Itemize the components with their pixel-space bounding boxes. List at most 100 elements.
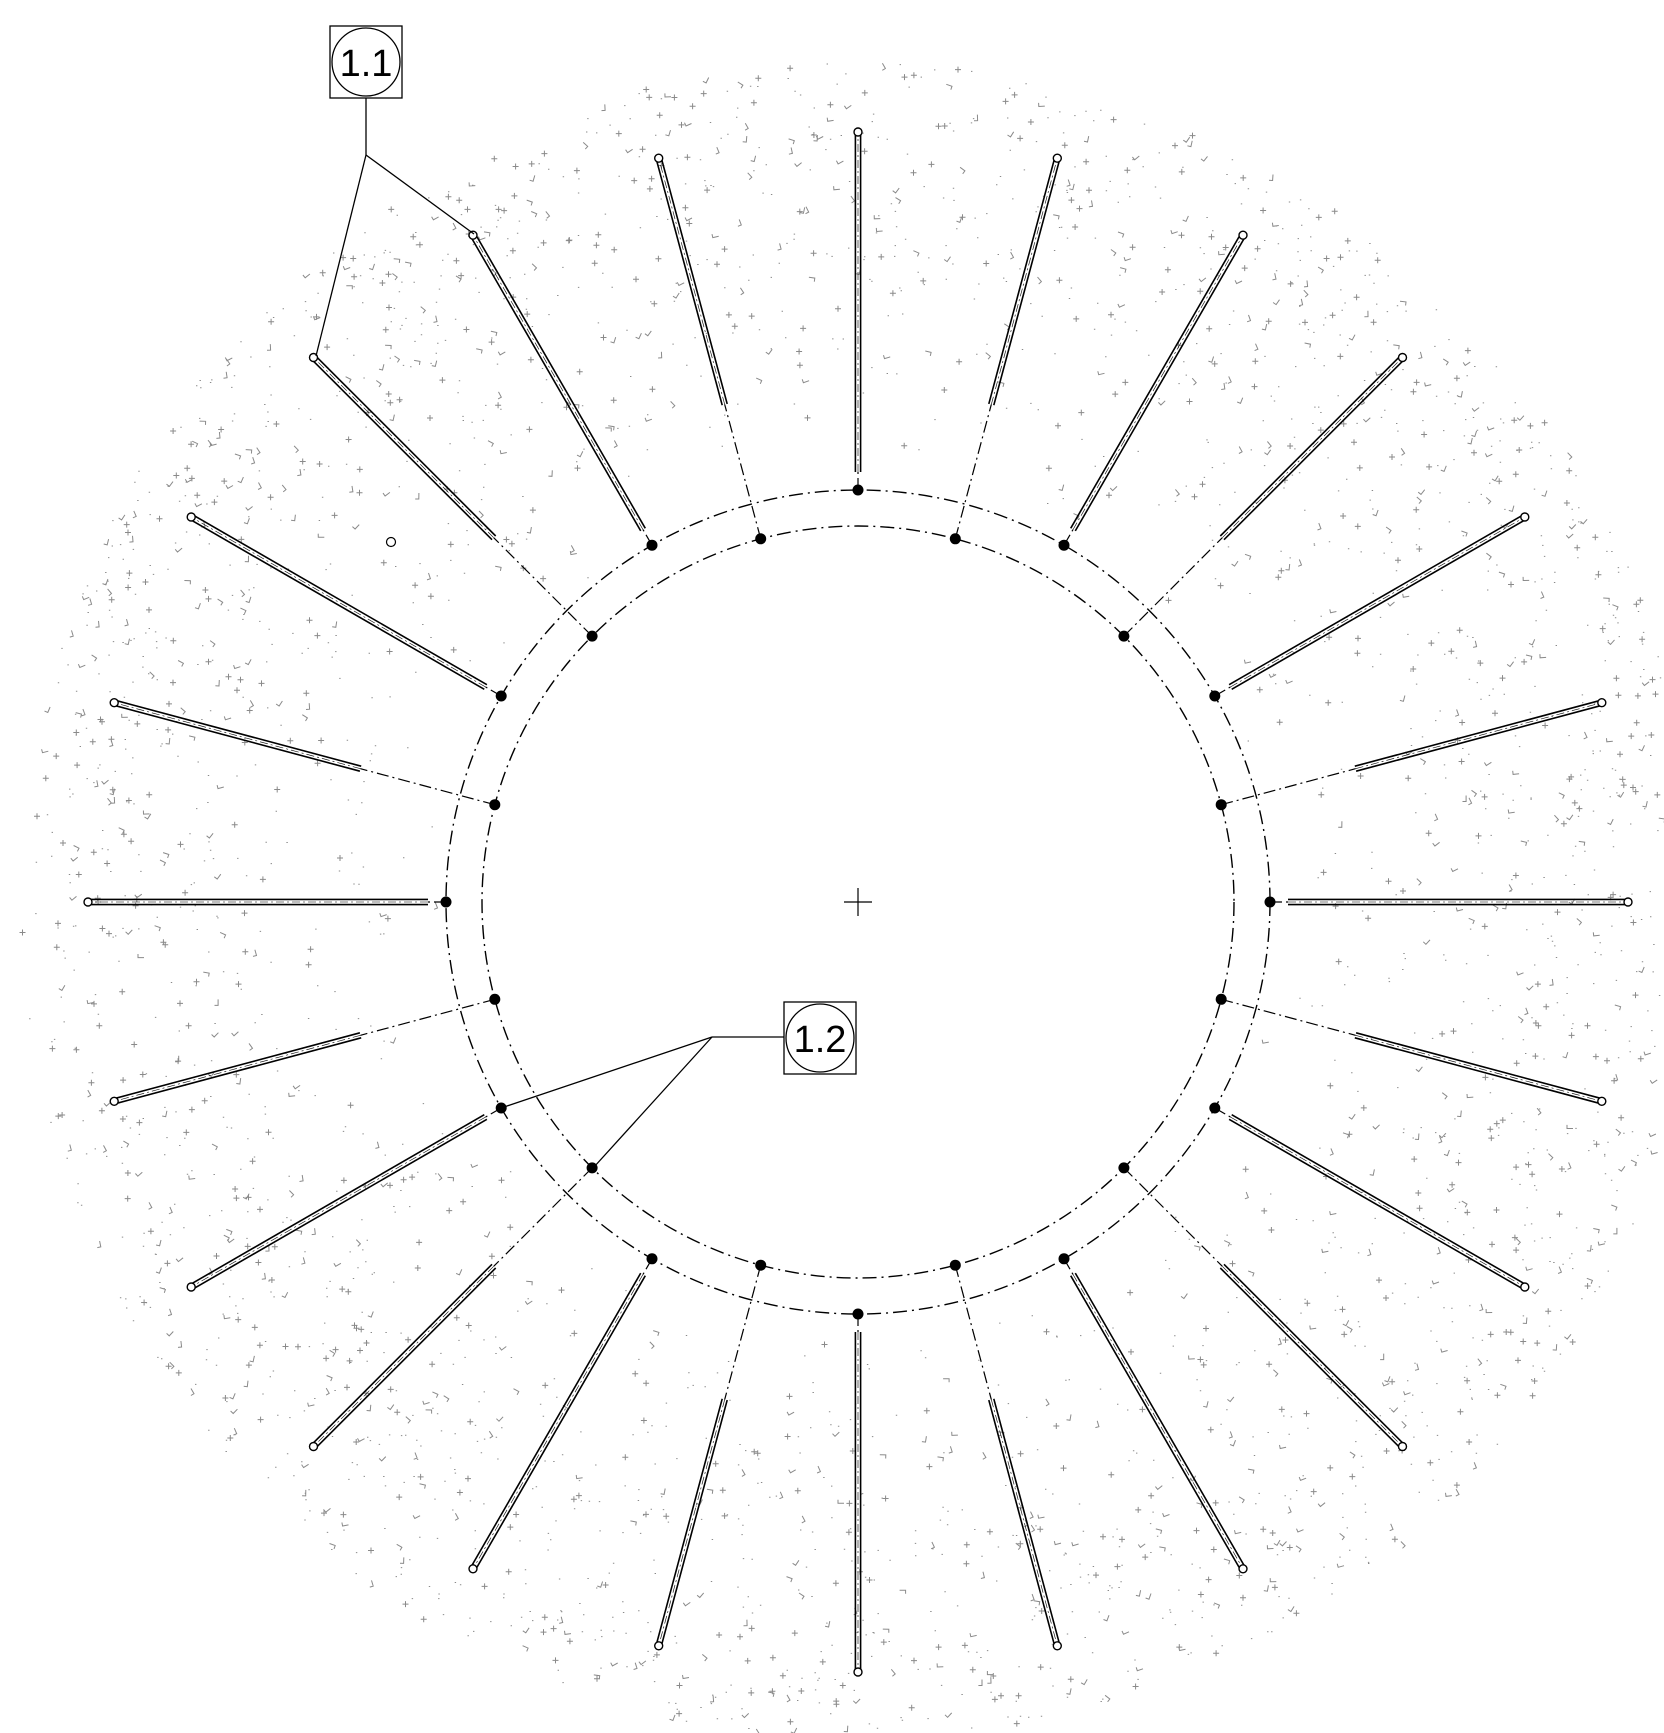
rod-end-cap bbox=[1238, 1564, 1248, 1574]
rod-edge bbox=[1231, 518, 1527, 690]
rod-edge bbox=[114, 699, 362, 767]
ring-node-dot[interactable] bbox=[1118, 630, 1130, 642]
ring-node-dot[interactable] bbox=[1264, 896, 1276, 908]
ring-node-dot[interactable] bbox=[852, 484, 864, 496]
rod-edge bbox=[474, 1275, 646, 1571]
ring-node-dot[interactable] bbox=[949, 533, 961, 545]
spoke-centerline bbox=[360, 998, 495, 1036]
spoke bbox=[109, 998, 495, 1107]
rod-edge bbox=[189, 518, 485, 690]
rod-edge bbox=[655, 1398, 723, 1646]
rod-edge bbox=[660, 157, 728, 405]
callout-1-2-leader-branch-a bbox=[503, 1036, 713, 1108]
rod-edge bbox=[311, 358, 493, 541]
center-cross-mark bbox=[844, 888, 872, 916]
callout-1-1[interactable]: 1.1 bbox=[315, 25, 475, 357]
ring-node-dot[interactable] bbox=[1058, 539, 1070, 551]
rod-centerline bbox=[313, 357, 495, 539]
rod-edge bbox=[189, 1114, 485, 1286]
ring-node-dot[interactable] bbox=[852, 1308, 864, 1320]
ring-node-dot[interactable] bbox=[755, 533, 767, 545]
spoke bbox=[186, 1107, 502, 1292]
rod-edge bbox=[192, 514, 488, 686]
rod-end-cap bbox=[1623, 897, 1633, 907]
callout-1-1-circle bbox=[331, 27, 401, 97]
spoke bbox=[954, 1265, 1063, 1651]
ring-node-dot[interactable] bbox=[1058, 1253, 1070, 1265]
ring-node-dot[interactable] bbox=[646, 1253, 658, 1265]
ring-node-dot[interactable] bbox=[949, 1259, 961, 1271]
spoke bbox=[1063, 1258, 1248, 1574]
ring-node-dot[interactable] bbox=[440, 896, 452, 908]
rod-edge bbox=[655, 158, 723, 406]
ring-node-dot[interactable] bbox=[1209, 690, 1221, 702]
callout-1-1-leader-branch-b bbox=[365, 154, 475, 235]
callout-1-2-leader-branch-b bbox=[593, 1036, 713, 1168]
rod-centerline bbox=[191, 1116, 486, 1288]
spoke bbox=[853, 1314, 863, 1677]
rod-centerline bbox=[472, 1274, 644, 1569]
rod-edge bbox=[1355, 704, 1603, 772]
ring-node-dot[interactable] bbox=[1215, 799, 1227, 811]
spoke bbox=[654, 1265, 762, 1651]
rod-edge bbox=[660, 1399, 728, 1647]
rod-edge bbox=[988, 1399, 1056, 1647]
rod-end-cap bbox=[1052, 153, 1063, 163]
rod-edge bbox=[311, 1263, 493, 1446]
rod-centerline bbox=[1230, 516, 1525, 688]
rod-edge bbox=[192, 1118, 488, 1290]
rod-edge bbox=[1074, 236, 1246, 532]
ring-node-dot[interactable] bbox=[1215, 993, 1227, 1005]
hatch-marks bbox=[19, 63, 1664, 1733]
ring-node-dot[interactable] bbox=[755, 1259, 767, 1271]
ring-node-dot[interactable] bbox=[495, 1102, 507, 1114]
spoke bbox=[954, 153, 1063, 539]
spoke-centerline bbox=[724, 404, 762, 539]
spoke bbox=[109, 698, 495, 806]
spoke bbox=[83, 897, 446, 907]
rod-end-cap bbox=[654, 153, 664, 163]
rod-edge bbox=[1223, 358, 1405, 541]
spoke bbox=[1214, 1107, 1530, 1292]
rod-edge bbox=[988, 157, 1056, 405]
spoke bbox=[1270, 897, 1633, 907]
rod-centerline bbox=[991, 158, 1058, 405]
spoke bbox=[308, 352, 593, 637]
rod-edge bbox=[993, 1398, 1061, 1646]
ring-node-dot[interactable] bbox=[586, 630, 598, 642]
spoke bbox=[468, 230, 653, 546]
rod-end-cap bbox=[1238, 230, 1248, 240]
ring-node-dot[interactable] bbox=[646, 539, 658, 551]
ground-hatch-band bbox=[19, 63, 1664, 1733]
spoke bbox=[1221, 698, 1607, 806]
rod-centerline bbox=[1221, 357, 1403, 539]
spoke bbox=[1063, 230, 1248, 546]
rod-end-cap bbox=[109, 1096, 119, 1107]
ring-node-dot[interactable] bbox=[489, 993, 501, 1005]
ring-node-dot[interactable] bbox=[1118, 1162, 1130, 1174]
rod-edge bbox=[1070, 1275, 1242, 1571]
ring-node-dot[interactable] bbox=[489, 799, 501, 811]
spoke-centerline bbox=[724, 1265, 762, 1400]
rod-end-cap bbox=[1052, 1641, 1063, 1651]
rod-edge bbox=[1223, 1263, 1405, 1446]
ring-node-dot[interactable] bbox=[1209, 1102, 1221, 1114]
spoke-centerline bbox=[360, 768, 495, 806]
rod-centerline bbox=[1230, 1116, 1525, 1288]
rod-centerline bbox=[658, 1399, 725, 1646]
rod-centerline bbox=[1355, 1035, 1602, 1102]
rod-edge bbox=[113, 704, 361, 772]
rod-end-cap bbox=[1597, 1096, 1607, 1107]
rod-end-cap bbox=[308, 1441, 319, 1452]
rod-end-cap bbox=[853, 127, 863, 137]
rod-centerline bbox=[114, 1035, 361, 1102]
callout-1-2[interactable]: 1.2 bbox=[503, 1001, 857, 1168]
ring-node-dot[interactable] bbox=[495, 690, 507, 702]
rod-end-cap bbox=[109, 698, 119, 708]
callout-1-1-leader-branch-a bbox=[315, 154, 367, 357]
rod-centerline bbox=[1072, 1274, 1244, 1569]
inner-ring bbox=[481, 525, 1235, 1279]
rod-edge bbox=[1355, 1032, 1603, 1100]
rod-edge bbox=[314, 355, 497, 537]
